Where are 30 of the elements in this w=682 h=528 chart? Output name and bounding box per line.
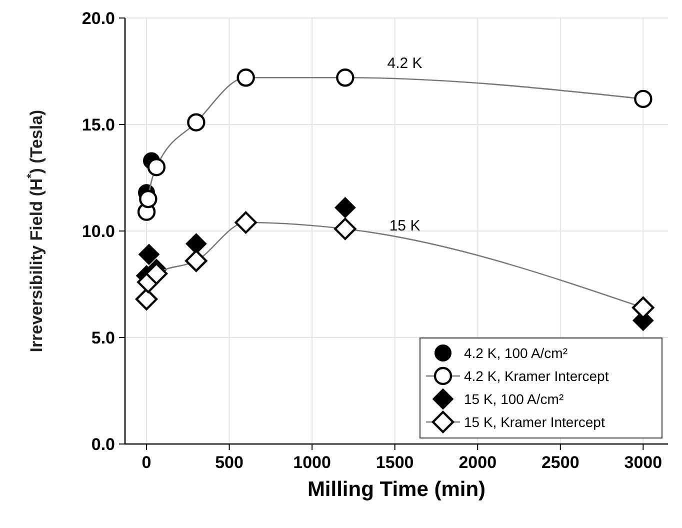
x-tick-label: 3000 bbox=[624, 453, 662, 472]
point bbox=[139, 190, 158, 208]
y-tick-label: 10.0 bbox=[82, 222, 115, 241]
point bbox=[187, 113, 206, 132]
point bbox=[334, 197, 356, 218]
legend-label: 4.2 K, Kramer Intercept bbox=[464, 368, 609, 384]
point bbox=[138, 244, 160, 265]
point bbox=[135, 288, 158, 310]
point bbox=[634, 90, 652, 108]
legend-label: 15 K, Kramer Intercept bbox=[464, 414, 605, 430]
point bbox=[236, 68, 255, 87]
x-tick-label: 2000 bbox=[458, 453, 497, 472]
y-tick-label: 5.0 bbox=[91, 328, 115, 348]
x-axis-title: Milling Time (min) bbox=[307, 478, 486, 501]
annotation: 15 K bbox=[389, 218, 420, 235]
x-tick-label: 0 bbox=[142, 453, 152, 472]
point bbox=[336, 68, 354, 87]
point bbox=[185, 250, 208, 272]
y-tick-label: 0.0 bbox=[91, 435, 115, 454]
x-tick-label: 500 bbox=[215, 453, 244, 472]
annotation: 4.2 K bbox=[387, 54, 422, 72]
x-tick-label: 1500 bbox=[376, 453, 414, 472]
legend-label: 15 K, 100 A/cm² bbox=[464, 391, 564, 407]
point bbox=[147, 158, 166, 176]
y-tick-label: 15.0 bbox=[82, 116, 115, 134]
x-tick-label: 1000 bbox=[293, 453, 331, 472]
point bbox=[334, 218, 356, 240]
legend-label: 4.2 K, 100 A/cm² bbox=[464, 345, 568, 361]
y-tick-label: 20.0 bbox=[82, 9, 115, 28]
x-tick-label: 2500 bbox=[541, 453, 580, 472]
